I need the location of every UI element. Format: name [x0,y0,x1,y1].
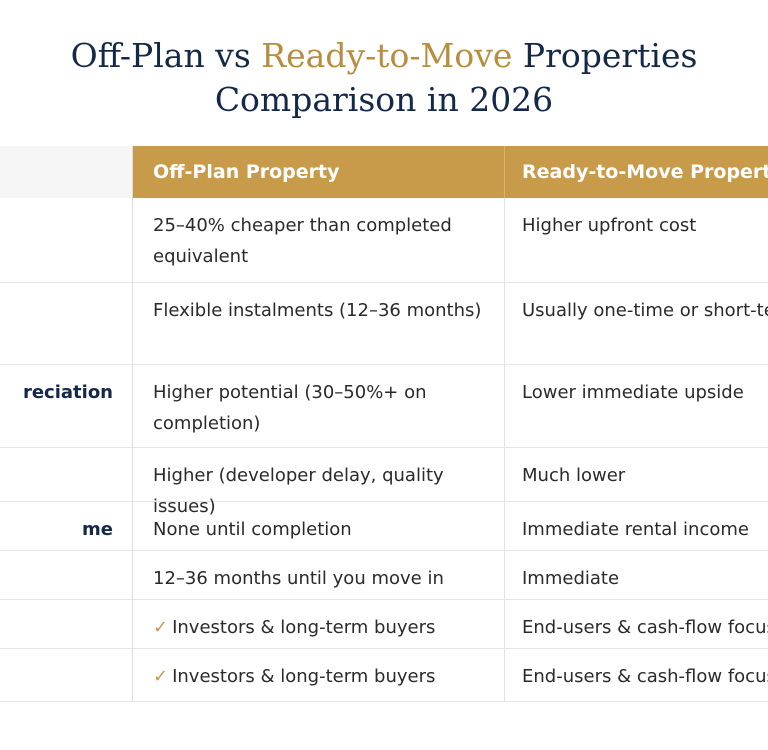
off-plan-text: Investors & long-term buyers [172,666,436,687]
feature-cell [0,448,133,501]
feature-label-text: me [82,519,113,540]
title-accent: Ready-to-Move [261,36,513,75]
title-line-2: Comparison in 2026 [214,80,554,119]
table-row: reciation Higher potential (30–50%+ on co… [0,365,768,448]
ready-text: End-users & cash-flow focus [522,617,768,638]
ready-cell: Usually one-time or short-term [505,283,768,364]
ready-cell: End-users & cash-flow focus [505,649,768,701]
feature-label: reciation [0,377,113,408]
comparison-table: Off-Plan Property Ready-to-Move Property… [0,146,768,704]
header-off-plan: Off-Plan Property [133,146,505,198]
ready-cell: Lower immediate upside [505,365,768,447]
feature-label: me [0,514,113,545]
ready-cell: Immediate rental income [505,502,768,550]
off-plan-cell: ✓ Investors & long-term buyers [133,649,505,701]
feature-cell: reciation [0,365,133,447]
comparison-grid: Off-Plan Property Ready-to-Move Property… [0,146,768,704]
checkmark-icon: ✓ [153,666,169,687]
ready-text: End-users & cash-flow focus [522,666,768,687]
off-plan-cell: Flexible instalments (12–36 months) [133,283,505,364]
off-plan-text: None until completion [153,519,352,540]
table-row: Flexible instalments (12–36 months) Usual… [0,283,768,365]
off-plan-cell: None until completion [133,502,505,550]
off-plan-text: Higher potential (30–50%+ on completion) [153,382,427,434]
feature-cell [0,551,133,599]
title-part-2: Properties [512,36,698,75]
off-plan-cell: 25–40% cheaper than completed equivalent [133,198,505,282]
ready-cell: Higher upfront cost [505,198,768,282]
ready-text: Much lower [522,465,626,486]
ready-text: Usually one-time or short-term [522,300,768,321]
off-plan-text: 25–40% cheaper than completed equivalent [153,215,452,267]
off-plan-cell: 12–36 months until you move in [133,551,505,599]
feature-cell [0,198,133,282]
off-plan-text: Higher (developer delay, quality issues) [153,465,444,517]
off-plan-cell: Higher potential (30–50%+ on completion) [133,365,505,447]
ready-text: Lower immediate upside [522,382,744,403]
feature-cell [0,600,133,648]
ready-text: Higher upfront cost [522,215,697,236]
ready-cell: Much lower [505,448,768,501]
off-plan-text: 12–36 months until you move in [153,568,444,589]
table-row: me None until completion Immediate rental … [0,502,768,551]
table-row: 12–36 months until you move in Immediate [0,551,768,600]
feature-label-text: reciation [22,382,113,403]
ready-cell: Immediate [505,551,768,599]
table-row: Higher (developer delay, quality issues)… [0,448,768,517]
off-plan-cell: Higher (developer delay, quality issues) [133,448,505,517]
header-ready: Ready-to-Move Property [522,161,768,183]
off-plan-text: Flexible instalments (12–36 months) [153,300,482,321]
feature-cell [0,283,133,364]
ready-cell: End-users & cash-flow focus [505,600,768,648]
title-part-1: Off-Plan vs [70,36,262,75]
table-row: 25–40% cheaper than completed equivalent… [0,198,768,283]
off-plan-text: Investors & long-term buyers [172,617,436,638]
ready-text: Immediate rental income [522,519,749,540]
page-title: Off-Plan vs Ready-to-Move Properties Com… [0,34,768,122]
table-row: ✓ Investors & long-term buyers End-users &… [0,600,768,649]
table-row: ✓ Investors & long-term buyers End-users &… [0,649,768,702]
feature-cell: me [0,502,133,550]
header-feature [0,146,133,198]
off-plan-cell: ✓ Investors & long-term buyers [133,600,505,648]
ready-text: Immediate [522,568,620,589]
table-header-row: Off-Plan Property Ready-to-Move Property [0,146,768,198]
checkmark-icon: ✓ [153,617,169,638]
feature-cell [0,649,133,701]
